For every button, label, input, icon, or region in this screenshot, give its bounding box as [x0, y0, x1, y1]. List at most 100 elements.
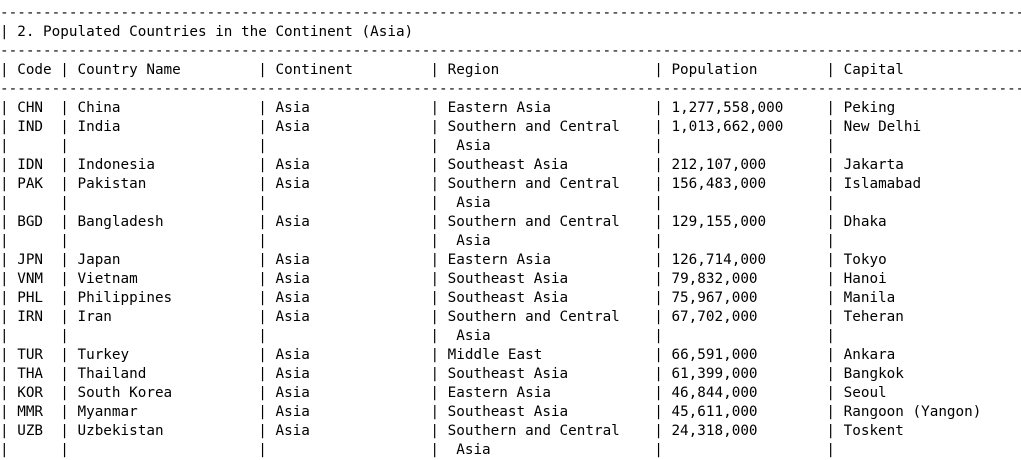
table-cell: 66,591,000	[671, 347, 758, 363]
table-cell: Asia	[275, 404, 310, 420]
table-cell: Southeast Asia	[447, 157, 569, 173]
table-cell: Asia	[275, 309, 310, 325]
table-cell: 75,967,000	[671, 290, 758, 306]
table-cell: 129,155,000	[671, 214, 767, 230]
ascii-table-output: ----------------------------------------…	[0, 4, 1021, 460]
table-cell: Islamabad	[843, 176, 922, 192]
table-cell: 24,318,000	[671, 423, 758, 439]
table-cell: MMR	[17, 404, 44, 420]
table-cell: India	[77, 119, 121, 135]
table-cell: BGD	[17, 214, 44, 230]
table-cell: PAK	[17, 176, 44, 192]
table-cell: 79,832,000	[671, 271, 758, 287]
table-cell: South Korea	[77, 385, 173, 401]
table-cell: Southeast Asia	[447, 271, 569, 287]
table-cell: Southern and Central	[447, 214, 620, 230]
table-cell: Vietnam	[77, 271, 138, 287]
table-cell: TUR	[17, 347, 44, 363]
table-cell: Toskent	[843, 423, 904, 439]
table-cell: Thailand	[77, 366, 147, 382]
table-cell: THA	[17, 366, 44, 382]
table-cell: Southern and Central	[447, 423, 620, 439]
table-cell: Pakistan	[77, 176, 147, 192]
table-cell: Asia	[275, 119, 310, 135]
table-cell: Asia	[447, 233, 491, 249]
table-cell: Myanmar	[77, 404, 138, 420]
column-header: Country Name	[77, 62, 181, 78]
table-cell: Asia	[275, 252, 310, 268]
table-cell: Eastern Asia	[447, 100, 551, 116]
table-border: ----------------------------------------…	[0, 81, 1021, 97]
table-cell: Bangkok	[843, 366, 904, 382]
table-cell: Bangladesh	[77, 214, 164, 230]
table-cell: Southeast Asia	[447, 290, 569, 306]
table-cell: Seoul	[843, 385, 887, 401]
table-cell: Asia	[275, 366, 310, 382]
table-cell: CHN	[17, 100, 44, 116]
table-cell: Southeast Asia	[447, 404, 569, 420]
table-cell: 1,277,558,000	[671, 100, 784, 116]
table-cell: Uzbekistan	[77, 423, 164, 439]
table-cell: Asia	[447, 195, 491, 211]
table-cell: PHL	[17, 290, 44, 306]
table-cell: Asia	[275, 214, 310, 230]
table-cell: Asia	[275, 423, 310, 439]
column-header: Capital	[843, 62, 904, 78]
column-header: Continent	[275, 62, 353, 78]
table-cell: VNM	[17, 271, 44, 287]
table-cell: 156,483,000	[671, 176, 767, 192]
table-cell: Iran	[77, 309, 112, 325]
table-cell: 45,611,000	[671, 404, 758, 420]
table-cell: Asia	[275, 290, 310, 306]
table-cell: Asia	[275, 176, 310, 192]
table-cell: 212,107,000	[671, 157, 767, 173]
table-cell: KOR	[17, 385, 44, 401]
table-cell: 46,844,000	[671, 385, 758, 401]
table-cell: Dhaka	[843, 214, 887, 230]
table-cell: 1,013,662,000	[671, 119, 784, 135]
table-cell: Eastern Asia	[447, 385, 551, 401]
table-cell: Asia	[275, 271, 310, 287]
table-cell: Peking	[843, 100, 896, 116]
table-cell: Japan	[77, 252, 121, 268]
table-cell: Philippines	[77, 290, 173, 306]
column-header: Population	[671, 62, 758, 78]
table-cell: Southern and Central	[447, 176, 620, 192]
table-cell: Southern and Central	[447, 119, 620, 135]
table-cell: Asia	[275, 157, 310, 173]
table-cell: 61,399,000	[671, 366, 758, 382]
table-cell: Middle East	[447, 347, 543, 363]
table-cell: Asia	[275, 385, 310, 401]
table-cell: Asia	[275, 100, 310, 116]
table-cell: Asia	[447, 138, 491, 154]
table-title: 2. Populated Countries in the Continent …	[17, 24, 414, 40]
table-cell: Eastern Asia	[447, 252, 551, 268]
column-header: Region	[447, 62, 500, 78]
table-cell: IRN	[17, 309, 44, 325]
table-cell: IDN	[17, 157, 44, 173]
table-cell: Asia	[275, 347, 310, 363]
table-border: ----------------------------------------…	[0, 43, 1021, 59]
table-cell: 67,702,000	[671, 309, 758, 325]
table-cell: New Delhi	[843, 119, 922, 135]
table-cell: Rangoon (Yangon)	[843, 404, 982, 420]
table-cell: Southern and Central	[447, 309, 620, 325]
table-cell: Indonesia	[77, 157, 155, 173]
table-cell: IND	[17, 119, 44, 135]
table-cell: Hanoi	[843, 271, 887, 287]
table-cell: JPN	[17, 252, 44, 268]
table-cell: Teheran	[843, 309, 904, 325]
table-border: ----------------------------------------…	[0, 5, 1021, 21]
table-cell: Ankara	[843, 347, 896, 363]
table-cell: Asia	[447, 328, 491, 344]
table-cell: Manila	[843, 290, 896, 306]
table-cell: Jakarta	[843, 157, 904, 173]
table-cell: UZB	[17, 423, 44, 439]
table-cell: China	[77, 100, 121, 116]
table-cell: Asia	[447, 442, 491, 458]
table-cell: Turkey	[77, 347, 130, 363]
table-cell: Southeast Asia	[447, 366, 569, 382]
table-cell: 126,714,000	[671, 252, 767, 268]
column-header: Code	[17, 62, 52, 78]
table-cell: Tokyo	[843, 252, 887, 268]
